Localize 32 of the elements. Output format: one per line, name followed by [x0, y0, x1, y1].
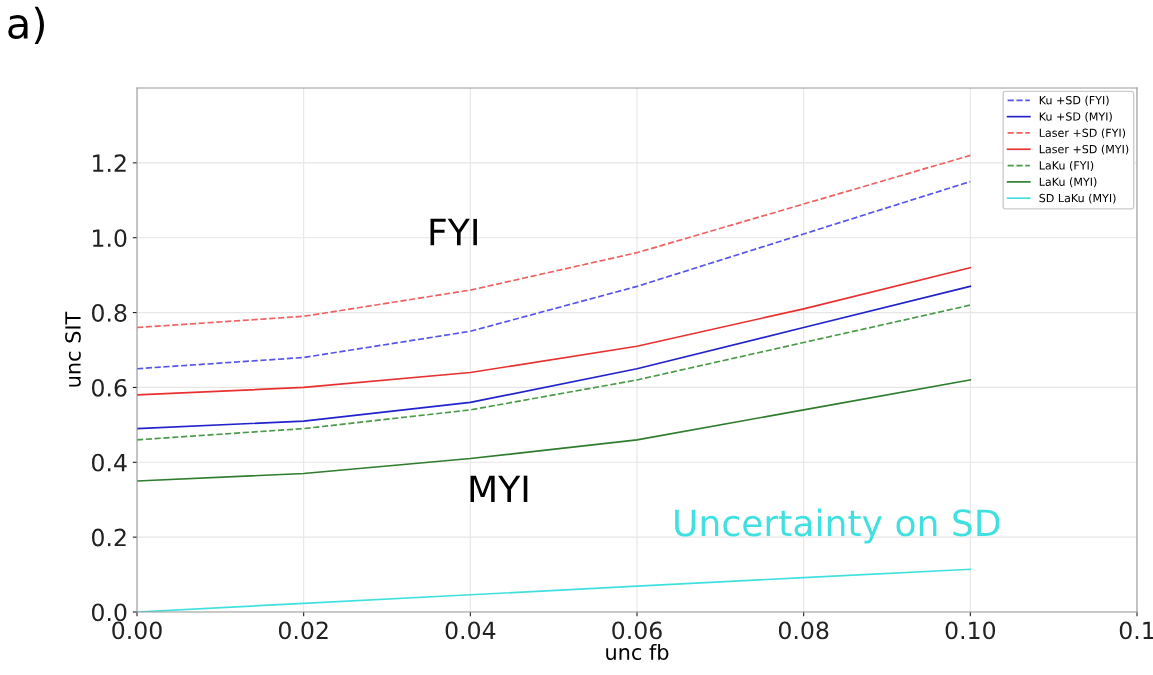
x-tick-label: 0.1	[1119, 621, 1153, 640]
legend-label: LaKu (FYI)	[1039, 161, 1094, 171]
legend-label: Ku +SD (FYI)	[1039, 95, 1109, 106]
x-tick-label: 0.00	[112, 621, 162, 640]
x-axis-title: unc fb	[606, 643, 669, 661]
y-tick-label: 0.6	[91, 378, 127, 397]
y-tick-label: 0.2	[91, 528, 126, 547]
x-tick-label: 0.02	[278, 621, 328, 640]
line-series	[137, 154, 972, 329]
line-series	[137, 266, 972, 396]
y-tick-label: 1.0	[93, 229, 127, 248]
y-tick-label: 1.2	[93, 154, 126, 172]
y-tick-label: 0.0	[91, 603, 127, 622]
x-tick-label: 0.10	[945, 621, 996, 640]
line-series	[137, 285, 972, 430]
legend-label: Ku +SD (MYI)	[1039, 112, 1112, 122]
line-series	[137, 304, 972, 441]
chart-title: a)	[8, 6, 44, 44]
line-series	[137, 180, 972, 370]
x-tick-label: 0.04	[445, 621, 496, 640]
annotation: MYI	[470, 475, 528, 502]
legend-label: Laser +SD (MYI)	[1039, 144, 1129, 155]
y-axis-title: unc SIT	[65, 311, 81, 387]
y-tick-label: 0.8	[91, 304, 127, 322]
x-tick-label: 0.08	[778, 621, 829, 640]
legend-label: Laser +SD (FYI)	[1039, 128, 1126, 139]
legend-label: SD LaKu (MYI)	[1039, 193, 1116, 204]
annotation: FYI	[430, 218, 477, 246]
annotation: Uncertainty on SD	[675, 508, 1000, 544]
legend-label: LaKu (MYI)	[1039, 177, 1097, 188]
y-tick-label: 0.4	[91, 453, 127, 472]
x-tick-label: 0.06	[612, 621, 662, 640]
